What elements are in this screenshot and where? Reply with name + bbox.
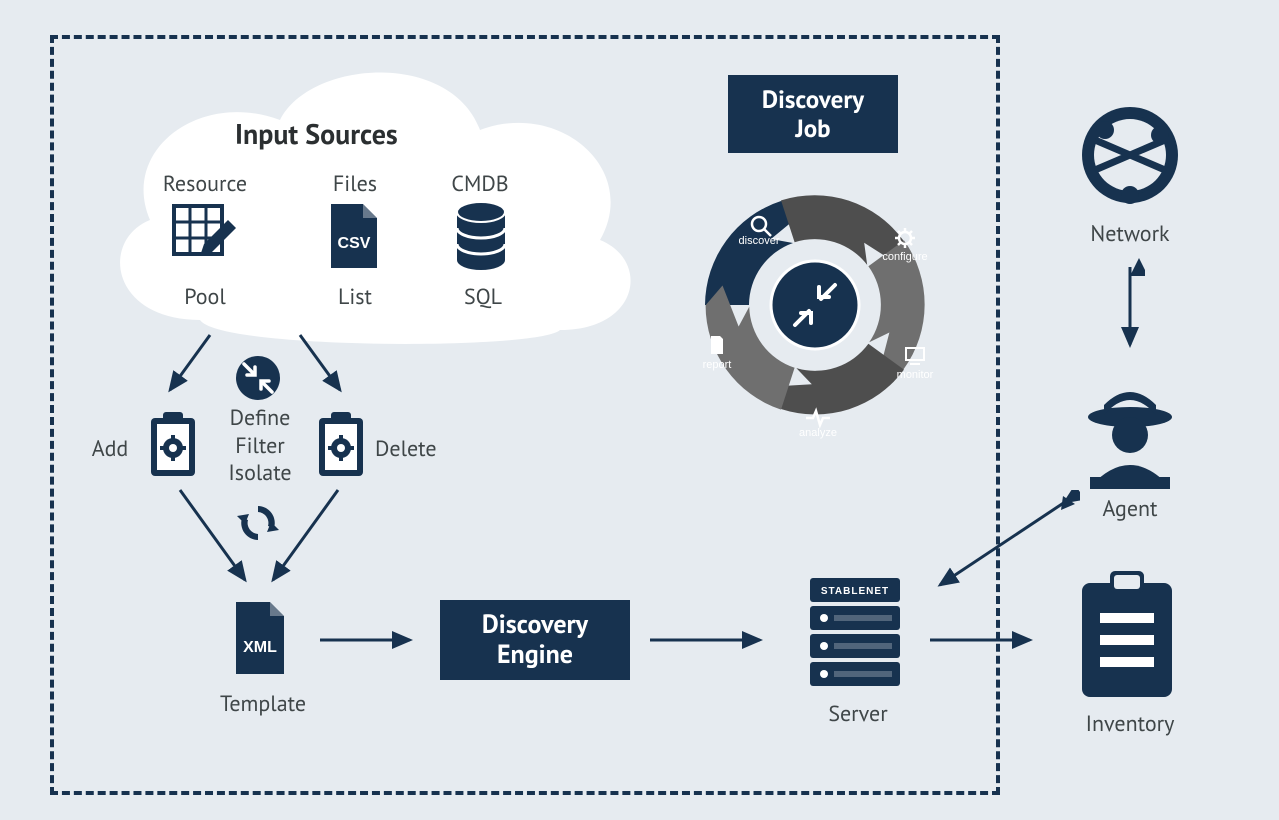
clipboard-gear-delete-icon	[313, 408, 369, 480]
database-icon	[452, 200, 510, 272]
xml-file-icon: XML	[228, 600, 290, 678]
cloud-title: Input Sources	[235, 115, 398, 152]
template-label: Template	[208, 690, 318, 718]
svg-text:XML: XML	[243, 639, 277, 656]
resource-bottom: Pool	[165, 283, 245, 311]
agent-label: Agent	[1095, 495, 1165, 523]
resource-top: Resource	[150, 170, 260, 198]
define-filter-isolate: Define Filter Isolate	[220, 405, 300, 488]
discovery-job-box: Discovery Job	[728, 75, 898, 153]
inventory-label: Inventory	[1075, 710, 1185, 738]
arrow-cloud-delete	[285, 330, 355, 410]
arrow-agent-server	[920, 490, 1080, 600]
server-icon: STABLENET	[800, 570, 910, 690]
discovery-engine-box: Discovery Engine	[440, 600, 630, 680]
add-label: Add	[80, 435, 140, 463]
grid-pencil-icon	[170, 202, 240, 272]
svg-text:monitor: monitor	[897, 369, 934, 381]
discovery-wheel: discover configure monitor analyze rep	[655, 160, 975, 450]
csv-file-icon: CSV	[325, 202, 383, 272]
svg-text:CSV: CSV	[338, 235, 371, 252]
clipboard-list-icon	[1070, 565, 1185, 705]
arrow-add-template	[170, 485, 260, 595]
files-bottom: List	[320, 283, 390, 311]
svg-text:configure: configure	[882, 251, 927, 263]
arrow-engine-server	[640, 625, 780, 655]
clipboard-gear-add-icon	[145, 408, 201, 480]
arrow-server-inventory	[920, 625, 1050, 655]
delete-label: Delete	[375, 435, 455, 463]
arrow-cloud-add	[155, 330, 225, 410]
compress-icon	[235, 355, 281, 401]
svg-text:report: report	[703, 359, 732, 371]
svg-text:analyze: analyze	[799, 427, 837, 439]
arrow-delete-template	[258, 485, 348, 595]
diagram-canvas: Input Sources Resource Files CMDB CSV Po…	[10, 10, 1269, 810]
arrow-template-engine	[310, 625, 430, 655]
server-label: Server	[818, 700, 898, 728]
agent-icon	[1070, 365, 1190, 490]
cmdb-top: CMDB	[435, 170, 525, 198]
network-globe-icon	[1075, 100, 1185, 210]
arrow-network-agent	[1115, 255, 1145, 360]
files-top: Files	[310, 170, 400, 198]
network-label: Network	[1080, 220, 1180, 248]
server-brand-text: STABLENET	[821, 586, 889, 597]
svg-text:discover: discover	[739, 235, 780, 247]
cmdb-bottom: SQL	[448, 283, 518, 311]
